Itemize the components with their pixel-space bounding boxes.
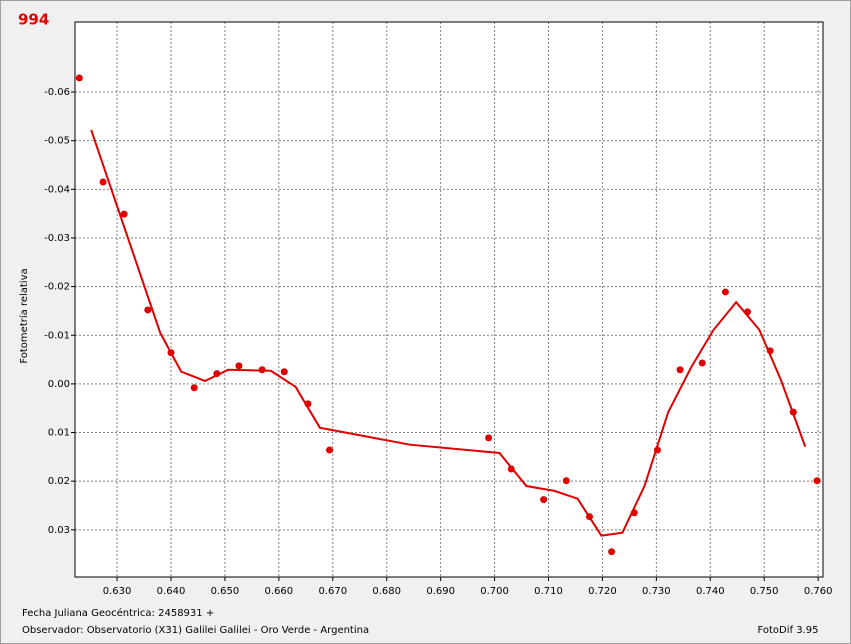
data-point [485, 434, 493, 442]
x-tick-label: 0.760 [804, 586, 833, 597]
x-tick-label: 0.730 [642, 586, 671, 597]
y-tick-label: -0.02 [44, 282, 70, 293]
software-label: FotoDif 3.95 [758, 625, 819, 636]
data-point [144, 306, 152, 314]
data-point [562, 477, 570, 485]
data-point [813, 477, 821, 485]
y-tick-label: 0.01 [48, 428, 70, 439]
x-tick-label: 0.700 [480, 586, 509, 597]
y-tick-label: -0.06 [44, 87, 70, 98]
data-point [280, 368, 288, 376]
chart-title: 994 [18, 11, 49, 29]
x-tick-label: 0.650 [211, 586, 240, 597]
data-point [99, 178, 107, 186]
fit-line [90, 129, 807, 537]
x-tick-label: 0.640 [157, 586, 186, 597]
data-point [326, 446, 334, 454]
x-tick-label: 0.750 [750, 586, 779, 597]
x-tick-label: 0.690 [426, 586, 455, 597]
data-point [608, 548, 616, 556]
data-point [721, 288, 729, 296]
y-tick-label: -0.01 [44, 330, 70, 341]
data-point [75, 74, 83, 82]
footer-line: Fecha Juliana Geocéntrica: 2458931 + [22, 607, 214, 619]
data-point [676, 366, 684, 374]
data-point [698, 359, 706, 367]
plot-frame [74, 21, 824, 578]
y-tick-label: -0.03 [44, 233, 70, 244]
y-tick-label: -0.05 [44, 136, 70, 147]
y-tick-label: 0.02 [48, 476, 70, 487]
footer-line: Observador: Observatorio (X31) Galilei G… [22, 625, 369, 636]
data-point [235, 362, 243, 370]
x-tick-label: 0.710 [534, 586, 563, 597]
plot-area [75, 22, 823, 577]
y-axis-label: Fotometría relativa [18, 268, 30, 363]
x-tick-label: 0.740 [696, 586, 725, 597]
data-point [190, 384, 198, 392]
y-tick-label: 0.03 [48, 525, 70, 536]
x-tick-label: 0.670 [318, 586, 347, 597]
data-point [540, 496, 548, 504]
data-point [120, 210, 128, 218]
y-tick-label: 0.00 [48, 379, 70, 390]
y-tick-label: -0.04 [44, 184, 70, 195]
x-tick-label: 0.680 [372, 586, 401, 597]
x-tick-label: 0.630 [103, 586, 132, 597]
x-tick-label: 0.720 [588, 586, 617, 597]
x-tick-label: 0.660 [265, 586, 294, 597]
